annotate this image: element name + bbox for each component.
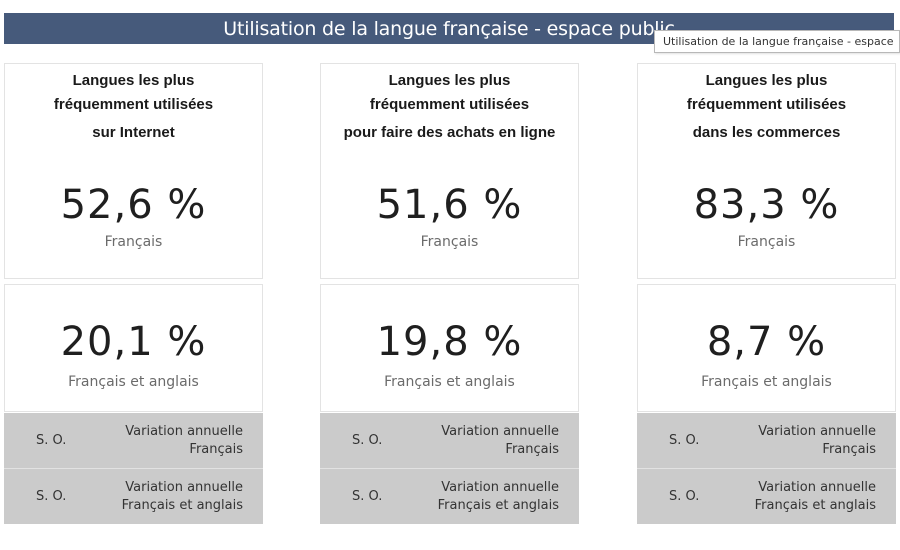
title-tooltip: Utilisation de la langue française - esp…	[654, 30, 900, 53]
variation-label-line: Français	[189, 441, 243, 457]
kpi-label-french: Français	[104, 234, 163, 250]
kpi-label-french-english: Français et anglais	[701, 374, 832, 390]
variation-label-line: Variation annuelle	[125, 479, 243, 495]
kpi-label-french-english: Français et anglais	[384, 374, 515, 390]
heading-line: fréquemment utilisées	[686, 96, 847, 113]
card-heading: Langues les plus fréquemment utilisées p…	[321, 71, 578, 143]
variation-label-line: Français	[822, 441, 876, 457]
heading-line: Langues les plus	[705, 72, 828, 89]
heading-line: pour faire des achats en ligne	[343, 124, 556, 141]
kpi-value-french-english: 20,1 %	[60, 319, 207, 365]
variation-label-line: Variation annuelle	[125, 423, 243, 439]
divider	[637, 468, 896, 469]
heading-line: fréquemment utilisées	[369, 96, 530, 113]
heading-line: dans les commerces	[692, 124, 841, 141]
variation-label-line: Variation annuelle	[441, 423, 559, 439]
card-heading: Langues les plus fréquemment utilisées s…	[5, 71, 262, 143]
secondary-card[interactable]: 20,1 % Français et anglais	[4, 284, 263, 412]
variation-label-line: Variation annuelle	[441, 479, 559, 495]
variation-label: Variation annuelle Français et anglais	[755, 469, 876, 524]
variation-row-french-english[interactable]: S. O. Variation annuelle Français et ang…	[637, 469, 896, 524]
kpi-label-french: Français	[737, 234, 796, 250]
variation-row-french[interactable]: S. O. Variation annuelle Français	[637, 413, 896, 468]
variation-label-line: Variation annuelle	[758, 479, 876, 495]
variation-label-line: Français et anglais	[121, 497, 243, 513]
primary-card[interactable]: Langues les plus fréquemment utilisées p…	[320, 63, 579, 279]
kpi-value-french-english: 19,8 %	[376, 319, 523, 365]
variation-label: Variation annuelle Français et anglais	[438, 469, 559, 524]
variation-label-line: Français et anglais	[754, 497, 876, 513]
variation-label: Variation annuelle Français	[125, 413, 243, 468]
page-title: Utilisation de la langue française - esp…	[4, 13, 894, 44]
card-heading: Langues les plus fréquemment utilisées d…	[638, 71, 895, 143]
variation-label-line: Français et anglais	[437, 497, 559, 513]
variation-row-french-english[interactable]: S. O. Variation annuelle Français et ang…	[320, 469, 579, 524]
kpi-value-french: 52,6 %	[60, 182, 207, 228]
variation-row-french-english[interactable]: S. O. Variation annuelle Français et ang…	[4, 469, 263, 524]
secondary-card[interactable]: 19,8 % Français et anglais	[320, 284, 579, 412]
variation-row-french[interactable]: S. O. Variation annuelle Français	[4, 413, 263, 468]
kpi-value-french: 51,6 %	[376, 182, 523, 228]
kpi-value-french: 83,3 %	[693, 182, 840, 228]
kpi-value-french-english: 8,7 %	[706, 319, 827, 365]
primary-card[interactable]: Langues les plus fréquemment utilisées d…	[637, 63, 896, 279]
primary-card[interactable]: Langues les plus fréquemment utilisées s…	[4, 63, 263, 279]
divider	[4, 468, 263, 469]
variation-label: Variation annuelle Français	[758, 413, 876, 468]
variation-value: S. O.	[352, 433, 383, 448]
heading-line: Langues les plus	[388, 72, 511, 89]
variation-row-french[interactable]: S. O. Variation annuelle Français	[320, 413, 579, 468]
divider	[320, 468, 579, 469]
variation-label: Variation annuelle Français et anglais	[122, 469, 243, 524]
variation-value: S. O.	[36, 433, 67, 448]
heading-line: fréquemment utilisées	[53, 96, 214, 113]
heading-line: sur Internet	[92, 124, 175, 141]
variation-label-line: Variation annuelle	[758, 423, 876, 439]
variation-label-line: Français	[505, 441, 559, 457]
kpi-label-french: Français	[420, 234, 479, 250]
variation-label: Variation annuelle Français	[441, 413, 559, 468]
heading-line: Langues les plus	[72, 72, 195, 89]
kpi-label-french-english: Français et anglais	[68, 374, 199, 390]
variation-value: S. O.	[352, 489, 383, 504]
variation-value: S. O.	[669, 489, 700, 504]
variation-value: S. O.	[669, 433, 700, 448]
variation-value: S. O.	[36, 489, 67, 504]
secondary-card[interactable]: 8,7 % Français et anglais	[637, 284, 896, 412]
